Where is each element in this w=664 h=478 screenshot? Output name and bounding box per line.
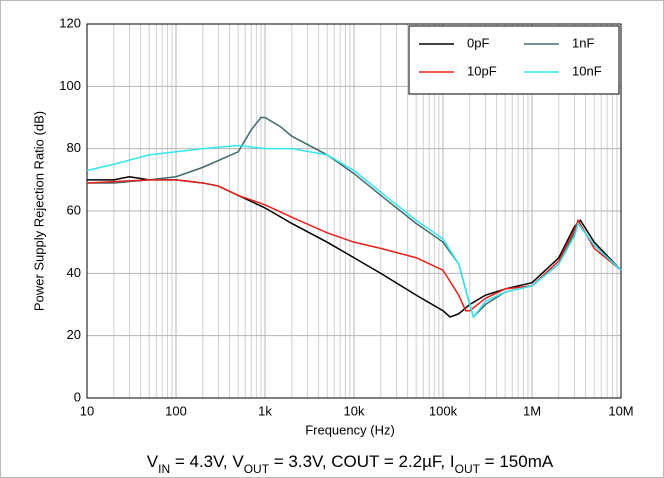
caption-text: = 3.3V, COUT = 2.2µF, I [269, 452, 455, 471]
plot-border [86, 23, 622, 399]
x-tick-label: 100 [165, 403, 187, 418]
legend-label: 10pF [467, 63, 497, 78]
caption-subscript: OUT [244, 462, 270, 476]
legend-box [408, 25, 620, 95]
caption-subscript: IN [158, 462, 170, 476]
caption-text: V [147, 452, 159, 471]
x-tick-label: 10 [80, 403, 94, 418]
legend-label: 0pF [467, 35, 489, 50]
x-tick-label: 10M [608, 403, 633, 418]
y-tick-label: 100 [59, 78, 81, 93]
x-tick-label: 1k [258, 403, 272, 418]
x-tick-label: 10k [344, 403, 365, 418]
caption-text: = 4.3V, V [170, 452, 244, 471]
y-tick-label: 120 [59, 15, 81, 30]
caption-subscript: OUT [455, 462, 481, 476]
legend-label: 1nF [572, 35, 594, 50]
x-tick-label: 100k [429, 403, 458, 418]
y-tick-label: 60 [67, 202, 81, 217]
y-tick-label: 20 [67, 327, 81, 342]
x-tick-label: 1M [523, 403, 541, 418]
series-line [86, 144, 622, 319]
y-tick-label: 0 [74, 389, 81, 404]
x-axis-label: Frequency (Hz) [305, 422, 395, 437]
legend-label: 10nF [572, 63, 602, 78]
caption-text: = 150mA [480, 452, 554, 471]
series-line [86, 179, 622, 312]
y-tick-label: 40 [67, 265, 81, 280]
y-axis-label: Power Supply Rejection Ratio (dB) [31, 111, 46, 311]
caption: VIN = 4.3V, VOUT = 3.3V, COUT = 2.2µF, I… [147, 452, 554, 476]
y-tick-label: 80 [67, 140, 81, 155]
